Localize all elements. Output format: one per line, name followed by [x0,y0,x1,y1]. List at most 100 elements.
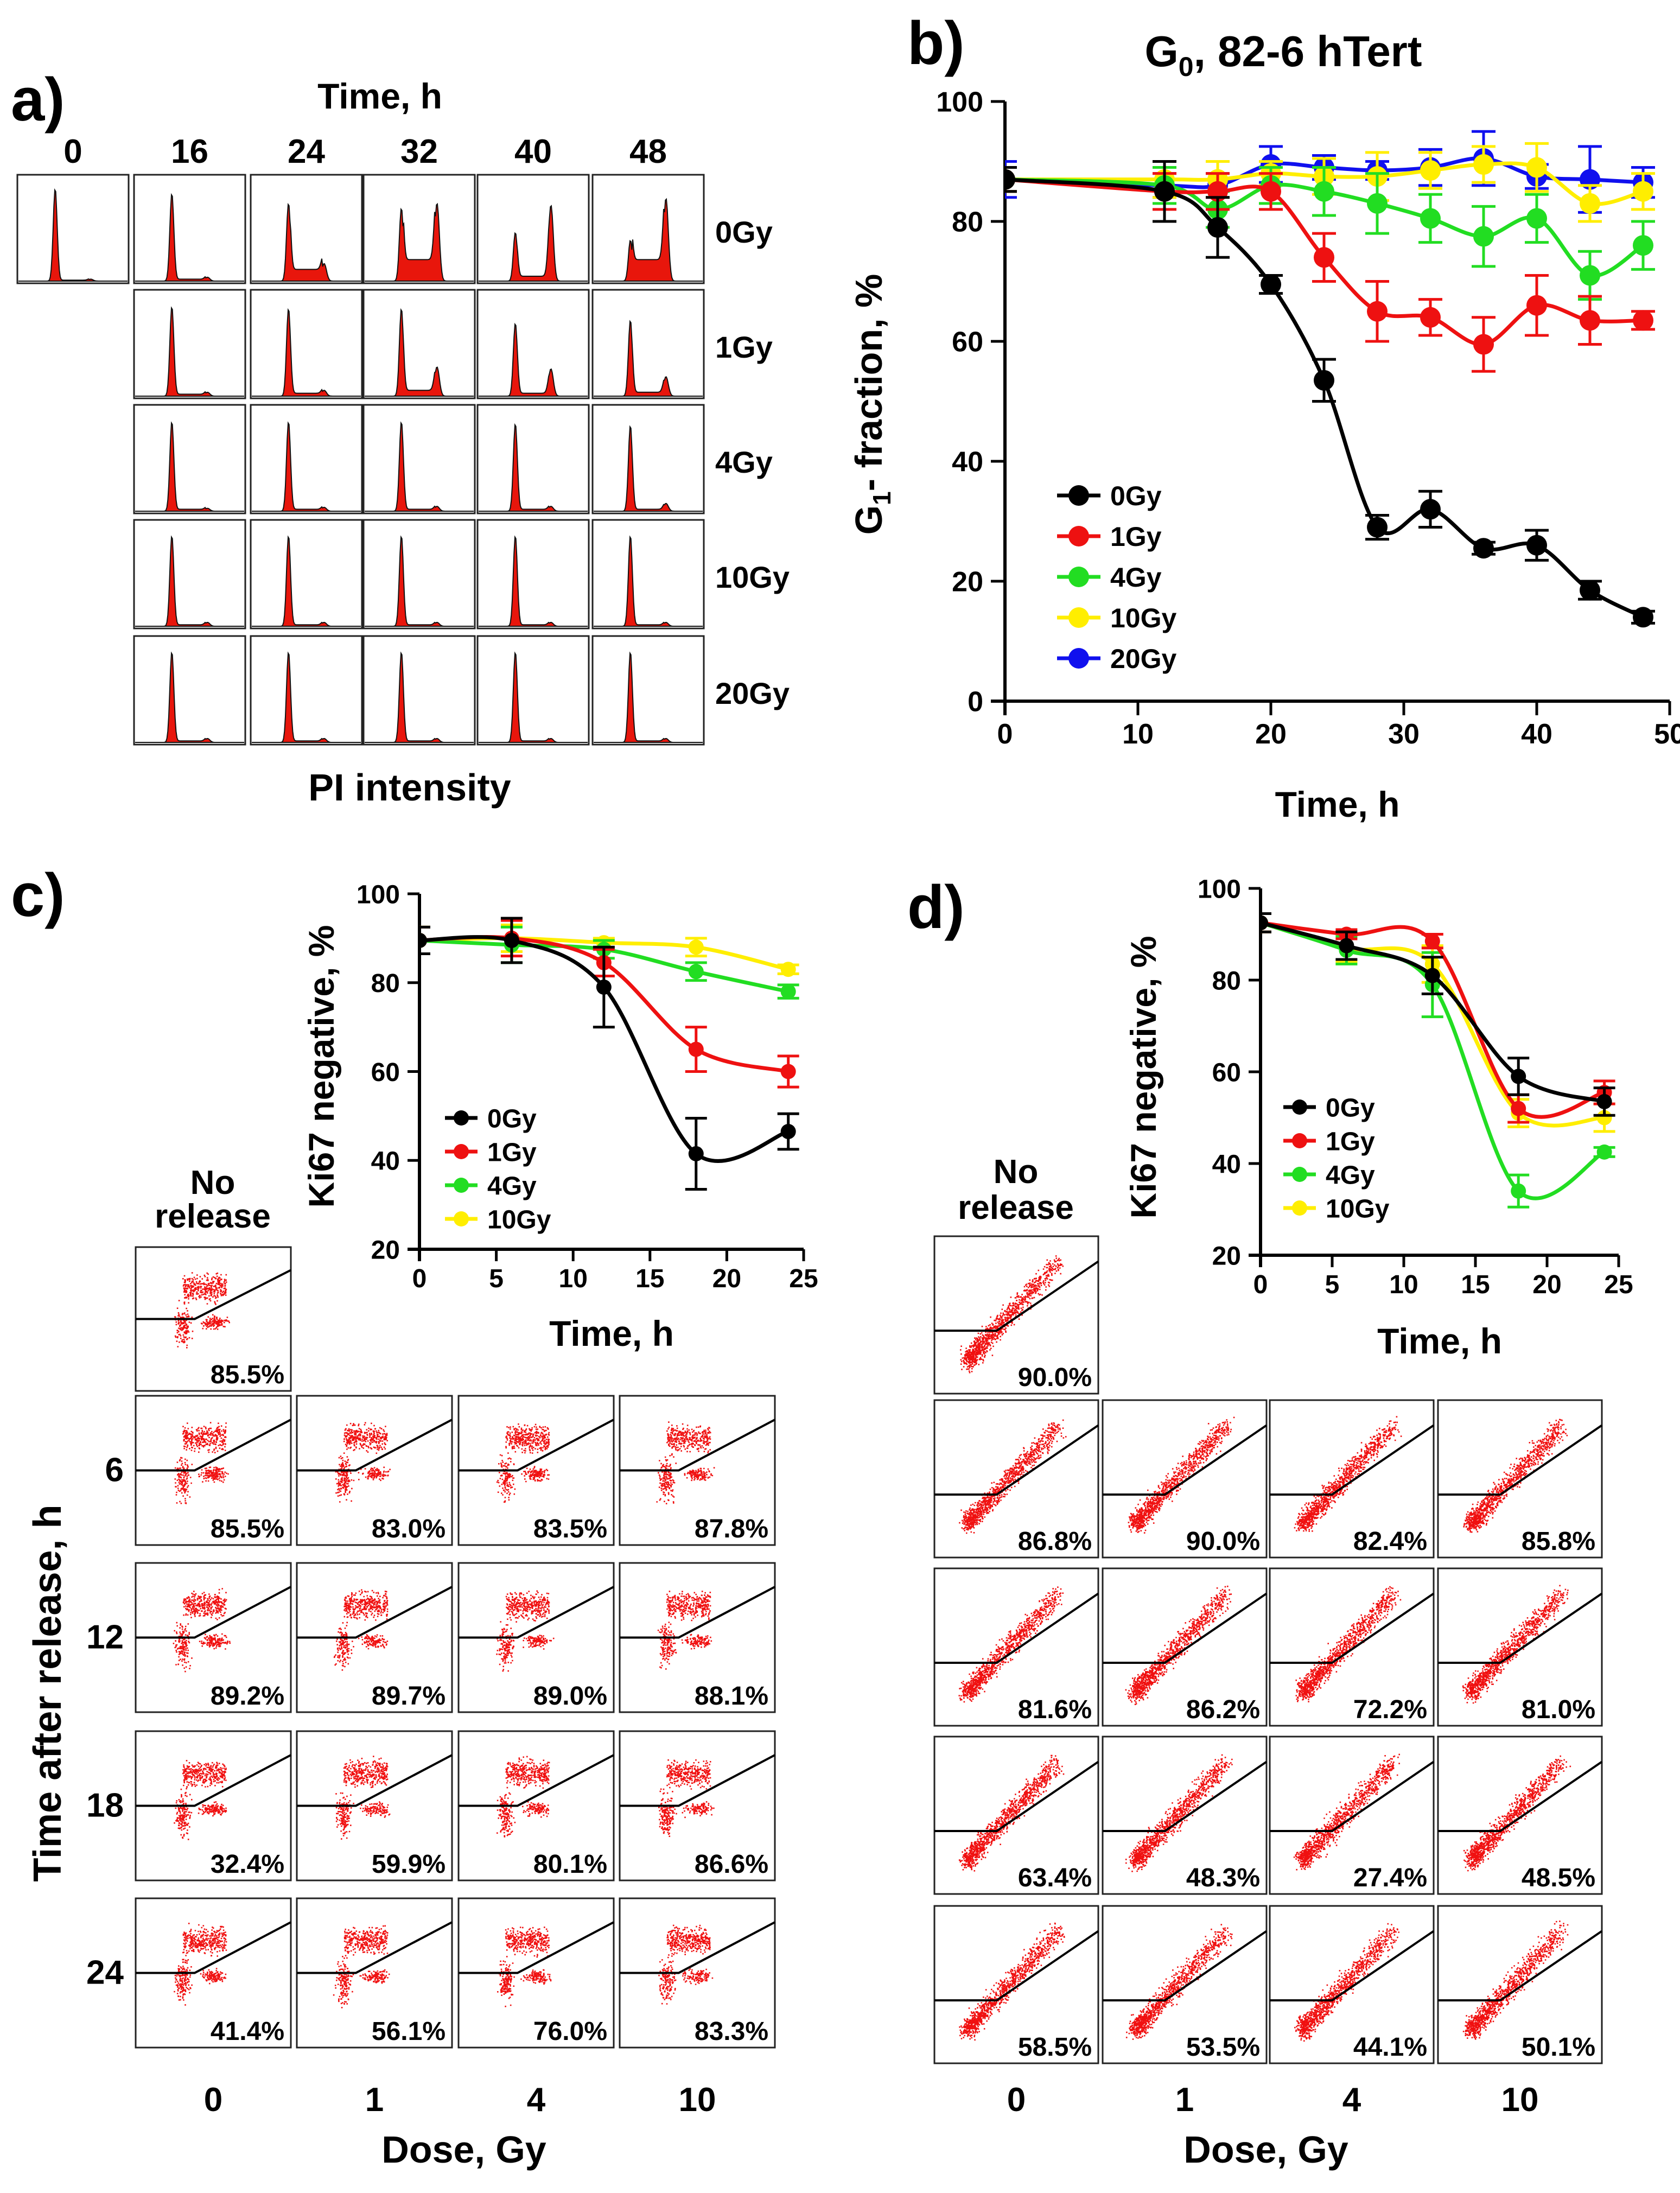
legend-label: 4Gy [1110,562,1162,593]
scatter-frame [933,1905,1099,2064]
scatter-dots [496,1590,555,1672]
histogram-frame [591,404,705,514]
data-point-4Gy [1367,193,1388,214]
ki67-negative-percent: 90.0% [1186,1527,1260,1556]
time-row-label: 12 [86,1619,124,1656]
data-point-0Gy [419,932,427,948]
histogram-frame [250,635,363,746]
scatter-cell: 87.8% [619,1395,776,1546]
scatter-cell: 89.2% [135,1562,292,1713]
histogram-peak [252,535,361,627]
x-tick-label: 40 [1521,719,1552,750]
x-tick-label: 20 [1255,719,1287,750]
histogram-cell [362,404,476,514]
data-point-1Gy [1633,310,1653,331]
data-point-0Gy [1261,915,1268,931]
time-col-label: 40 [514,133,552,170]
legend-label: 1Gy [1326,1127,1375,1156]
ki67-negative-percent: 53.5% [1186,2033,1260,2062]
data-point-1Gy [1511,1101,1526,1116]
scatter-dots [959,1922,1065,2041]
gate-line [297,1754,453,1807]
scatter-cell: 83.0% [296,1395,453,1546]
gate-line [934,1260,1099,1332]
x-tick-label: 20 [712,1264,741,1293]
data-point-0Gy [1367,517,1388,538]
data-point-0Gy [1314,370,1334,391]
scatter-dots [658,1759,715,1837]
data-point-1Gy [780,1064,796,1079]
y-tick-label: 20 [1212,1242,1241,1270]
scatter-dots [959,1419,1067,1534]
scatter-cell: 90.0% [933,1235,1099,1395]
x-tick-label: 0 [997,719,1013,750]
histogram-peak [594,651,703,743]
x-tick-label: 10 [1122,719,1154,750]
panel-d-scatter-grid: 90.0% 86.8% 90.0% 82.4% 85.8% 81.6% 86.2% 72.2%… [933,1235,1603,2119]
scatter-cell: 72.2% [1269,1567,1435,1727]
legend-marker [1292,1200,1307,1216]
data-point-1Gy [1424,933,1440,949]
ki67-negative-percent: 59.9% [372,1850,446,1879]
legend-label: 10Gy [487,1205,551,1234]
gate-line [459,1419,614,1472]
dose-col-label: 10 [679,2081,716,2119]
data-point-0Gy [504,932,519,948]
y-tick-label: 40 [371,1147,400,1176]
x-tick-label: 5 [1325,1270,1340,1299]
data-point-0Gy [1339,938,1354,954]
histogram-cell [362,635,476,746]
data-point-10Gy [1526,157,1547,178]
scatter-dots [174,1923,227,2006]
scatter-cell: 83.5% [457,1395,615,1546]
histogram-cell [476,404,590,514]
gate-line [620,1921,775,1974]
gate-line [459,1754,614,1807]
plot-area [419,917,799,1191]
data-point-0Gy [1005,169,1015,190]
panel-d: d) Ki67 negative, % 0 5 10 15 20 252040608010… [907,873,1633,2171]
scatter-cell: 88.1% [619,1562,776,1713]
histogram-frame [476,174,590,284]
gate-line [1270,1592,1435,1664]
dose-col-label: 4 [1342,2081,1361,2119]
gate-line [297,1419,453,1472]
scatter-frame [933,1736,1099,1895]
scatter-frame [1437,1399,1603,1559]
legend-marker [1068,567,1089,587]
gate-line [934,1930,1099,2001]
legend-label: 10Gy [1110,603,1177,633]
scatter-dots [1125,1924,1233,2040]
histogram-frame [476,289,590,399]
x-tick-label: 10 [1389,1270,1418,1299]
histogram-frame [476,635,590,746]
data-point-0Gy [1207,217,1228,238]
histogram-cell [591,519,705,630]
data-point-1Gy [1314,247,1334,268]
x-tick-label: 25 [789,1264,818,1293]
scatter-dots [1128,1416,1235,1534]
histogram-frame [133,289,246,399]
histogram-peak [479,535,588,627]
histogram-peak [479,205,588,282]
data-point-0Gy [1154,181,1175,202]
y-tick-label: 20 [952,567,983,598]
scatter-cell: 58.5% [933,1905,1099,2064]
scatter-cell: 59.9% [296,1730,453,1881]
data-point-4Gy [1473,226,1494,247]
histogram-cell [591,635,705,746]
histogram-cell [133,174,246,284]
histogram-peak [479,651,588,743]
histogram-peak [365,535,474,627]
dose-col-label: 0 [204,2081,222,2119]
data-point-10Gy [688,939,704,955]
dose-col-label: 4 [527,2081,546,2119]
data-point-10Gy [1473,154,1494,175]
y-tick-label: 20 [371,1236,400,1264]
histogram-frame [476,519,590,630]
legend-marker [1292,1099,1307,1115]
scatter-cell: 48.3% [1102,1736,1268,1895]
ki67-negative-percent: 82.4% [1353,1527,1427,1556]
histogram-cell [591,404,705,514]
